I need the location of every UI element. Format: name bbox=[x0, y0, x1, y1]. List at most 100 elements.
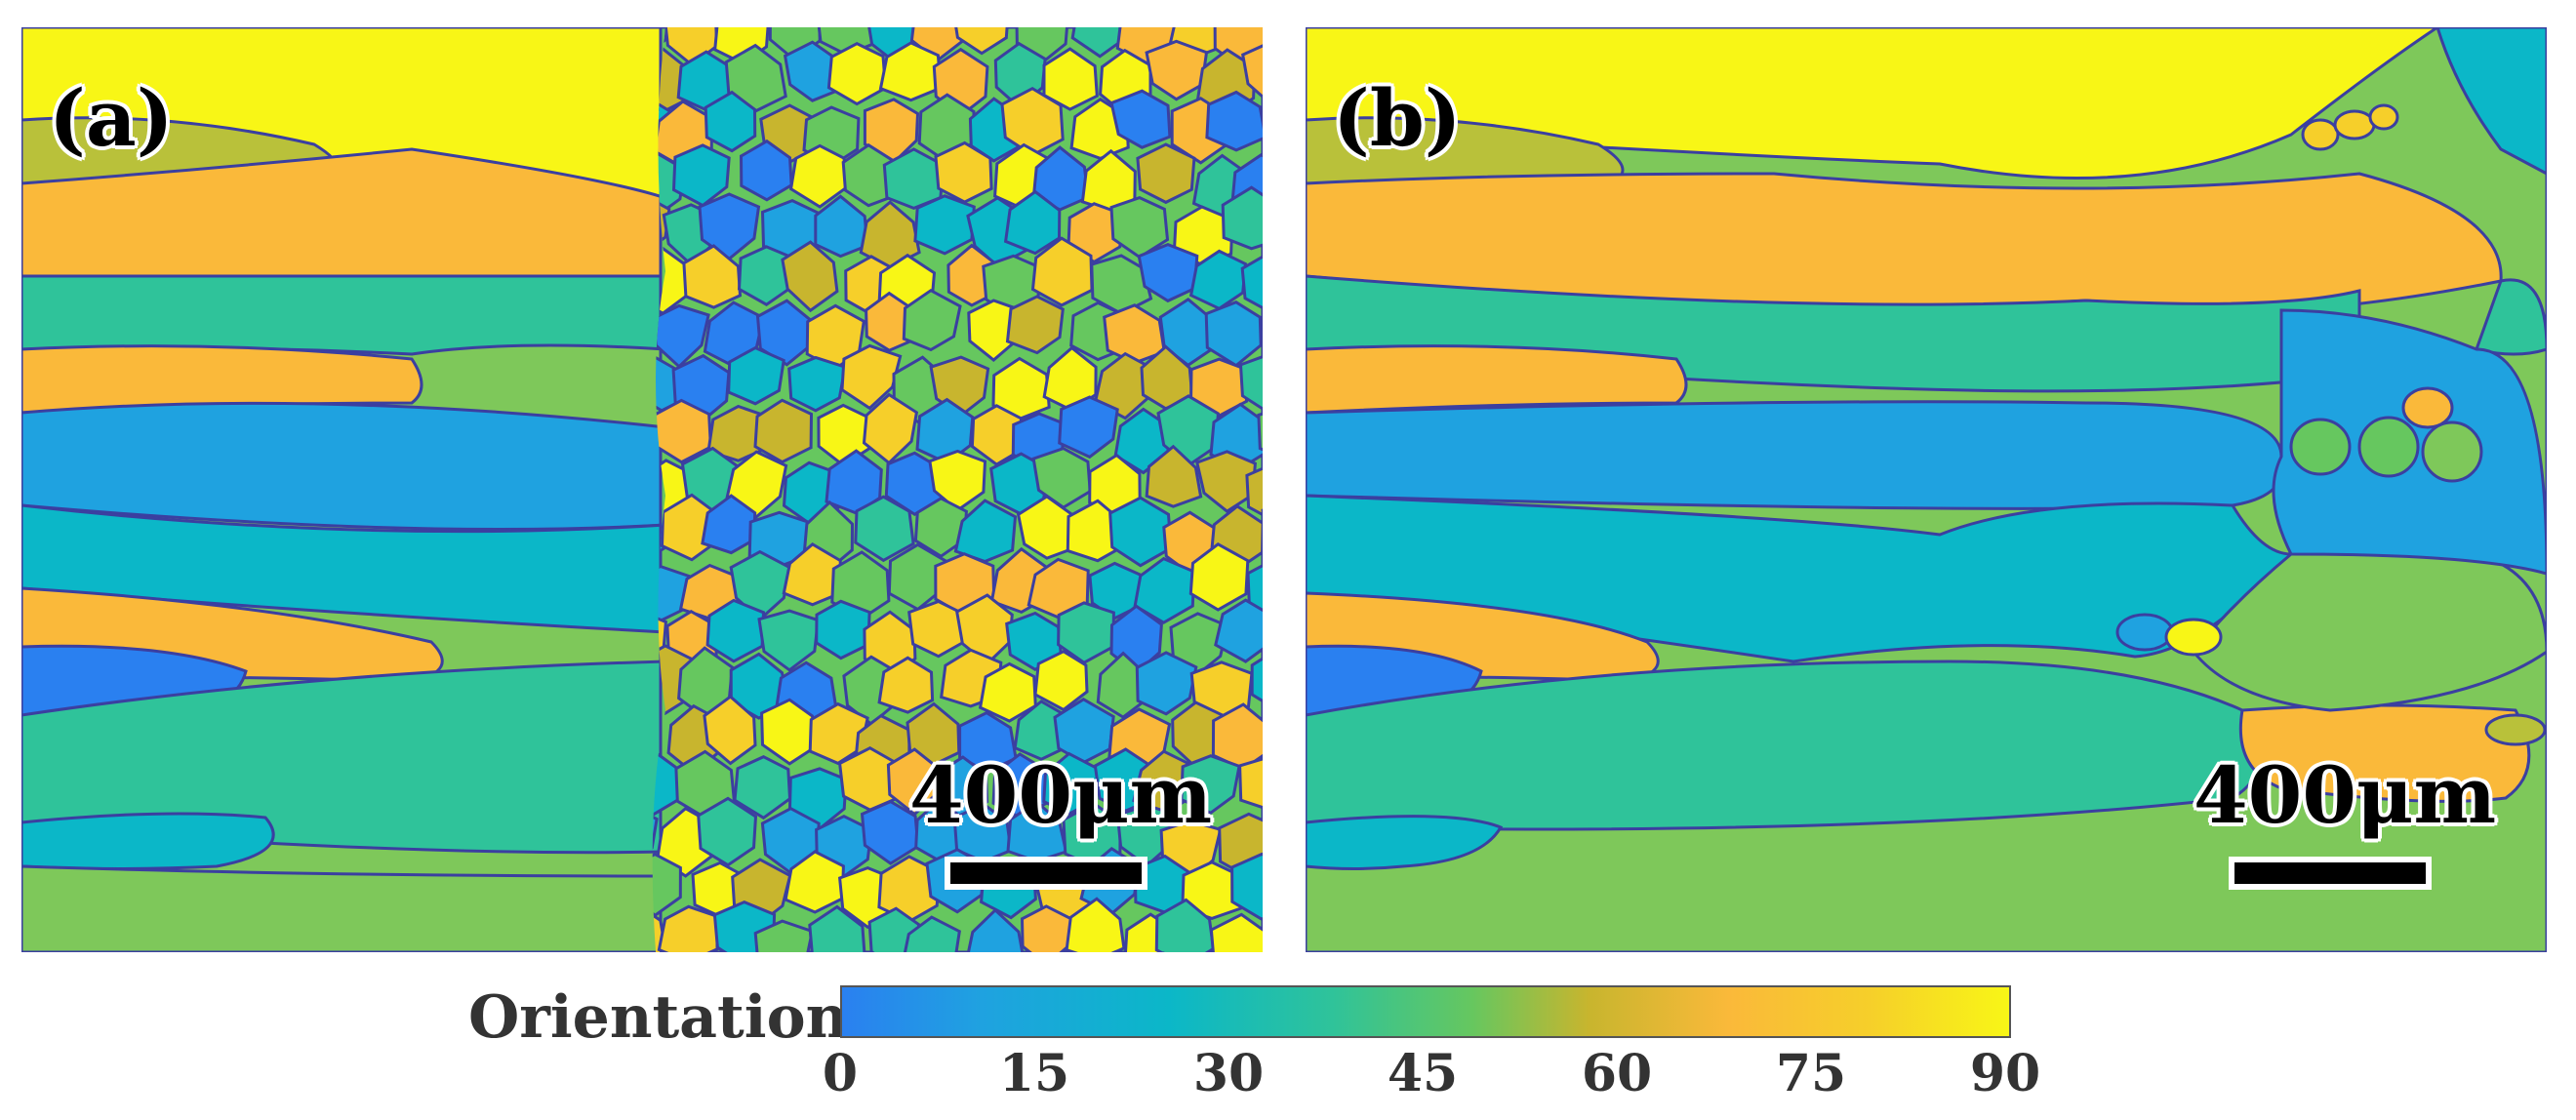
fine-grain bbox=[1214, 598, 1263, 663]
fine-grain bbox=[682, 244, 743, 309]
fine-grain bbox=[703, 695, 757, 766]
fine-grain bbox=[1108, 496, 1173, 568]
grain bbox=[1306, 27, 2547, 176]
fine-grain bbox=[705, 598, 766, 663]
colorbar bbox=[840, 985, 2011, 1038]
fine-grain bbox=[704, 90, 757, 153]
grain-map-b-svg bbox=[1306, 27, 2547, 952]
grain bbox=[2238, 703, 2531, 803]
fine-grain bbox=[978, 661, 1037, 723]
grain-map-a-svg bbox=[21, 27, 1263, 952]
fine-grain bbox=[1221, 185, 1263, 251]
fine-grain bbox=[1245, 460, 1263, 524]
fine-grain bbox=[1003, 189, 1062, 256]
fine-grain bbox=[1136, 142, 1196, 205]
fine-grain bbox=[913, 497, 968, 558]
fine-grain bbox=[1145, 39, 1209, 101]
panel-label: (a) bbox=[49, 72, 174, 164]
fine-grain bbox=[1195, 450, 1257, 513]
colorbar-tick: 30 bbox=[1192, 1044, 1265, 1103]
grain bbox=[21, 274, 667, 356]
grain bbox=[1306, 344, 1688, 415]
fine-grain bbox=[727, 345, 785, 406]
fine-grain bbox=[815, 599, 871, 660]
fine-grain bbox=[958, 710, 1018, 774]
fine-grain bbox=[1065, 897, 1126, 952]
colorbar-title: Orientation bbox=[468, 983, 849, 1052]
fine-grain bbox=[1154, 898, 1216, 952]
fine-grain bbox=[878, 41, 943, 102]
fine-grain bbox=[901, 915, 961, 952]
colorbar-tick: 45 bbox=[1387, 1044, 1459, 1103]
fine-grain bbox=[782, 541, 843, 607]
fine-grain bbox=[1240, 251, 1263, 314]
fine-grain bbox=[753, 398, 814, 464]
fine-grain bbox=[1033, 649, 1089, 712]
grain bbox=[2289, 418, 2352, 476]
grain bbox=[2368, 103, 2399, 131]
fine-grain bbox=[964, 907, 1026, 952]
fine-grain bbox=[902, 288, 962, 352]
fine-grain bbox=[814, 194, 869, 259]
fine-grain bbox=[760, 698, 820, 766]
fine-grain bbox=[840, 343, 903, 411]
fine-grain bbox=[1188, 542, 1250, 612]
fine-grain bbox=[1246, 557, 1263, 621]
fine-grain bbox=[1241, 40, 1263, 106]
fine-grain bbox=[697, 796, 758, 867]
grain bbox=[2357, 416, 2420, 478]
grain bbox=[2421, 420, 2483, 483]
fine-grain bbox=[1135, 651, 1198, 716]
fine-grain bbox=[781, 240, 839, 313]
grain bbox=[2484, 713, 2547, 746]
fine-grain bbox=[1209, 912, 1263, 952]
fine-grain bbox=[1042, 47, 1099, 111]
grain bbox=[21, 864, 667, 952]
fine-grain bbox=[1137, 242, 1199, 303]
fine-grain bbox=[877, 656, 935, 714]
grain-map-a: (a) 400μm bbox=[21, 27, 1263, 952]
grain bbox=[21, 401, 667, 531]
fine-grain bbox=[652, 608, 667, 671]
grain bbox=[21, 812, 275, 870]
fine-grain bbox=[1205, 90, 1263, 152]
fine-grain bbox=[1005, 295, 1065, 355]
grain-map-b: (b) 400μm bbox=[1306, 27, 2547, 952]
fine-grain bbox=[854, 495, 915, 563]
fine-grain bbox=[729, 652, 790, 720]
grain bbox=[2301, 118, 2340, 151]
fine-grain bbox=[1230, 852, 1263, 922]
scale-bar-label: 400μm bbox=[909, 749, 1213, 841]
fine-grain bbox=[701, 494, 757, 555]
colorbar-tick: 0 bbox=[822, 1044, 859, 1103]
fine-grain bbox=[950, 27, 1011, 56]
grain bbox=[2164, 618, 2223, 657]
fine-grain bbox=[860, 799, 920, 865]
fine-grain bbox=[1257, 404, 1263, 462]
scale-bar bbox=[945, 857, 1147, 890]
fine-grain bbox=[826, 42, 888, 106]
grain bbox=[1306, 815, 1504, 870]
panel-label: (b) bbox=[1333, 72, 1462, 164]
colorbar-tick: 60 bbox=[1581, 1044, 1653, 1103]
fine-grain bbox=[1250, 647, 1263, 712]
fine-grain bbox=[808, 701, 869, 766]
fine-grain bbox=[1058, 395, 1119, 460]
fine-grain bbox=[784, 850, 845, 914]
fine-grain bbox=[1238, 352, 1263, 415]
fine-grain bbox=[652, 902, 667, 952]
fine-grain bbox=[913, 194, 976, 256]
fine-grain bbox=[808, 904, 866, 952]
scale-bar-label: 400μm bbox=[2194, 749, 2497, 841]
scale-bar bbox=[2229, 857, 2432, 890]
fine-grain bbox=[1238, 754, 1263, 812]
fine-grain bbox=[733, 755, 792, 820]
fine-grain bbox=[1145, 444, 1203, 508]
fine-grain bbox=[867, 906, 922, 952]
fine-grain bbox=[1070, 27, 1130, 59]
fine-grain bbox=[788, 143, 849, 209]
colorbar-tick: 90 bbox=[1969, 1044, 2041, 1103]
grain bbox=[2333, 109, 2376, 140]
grain bbox=[2115, 613, 2174, 652]
fine-grain bbox=[739, 139, 793, 202]
